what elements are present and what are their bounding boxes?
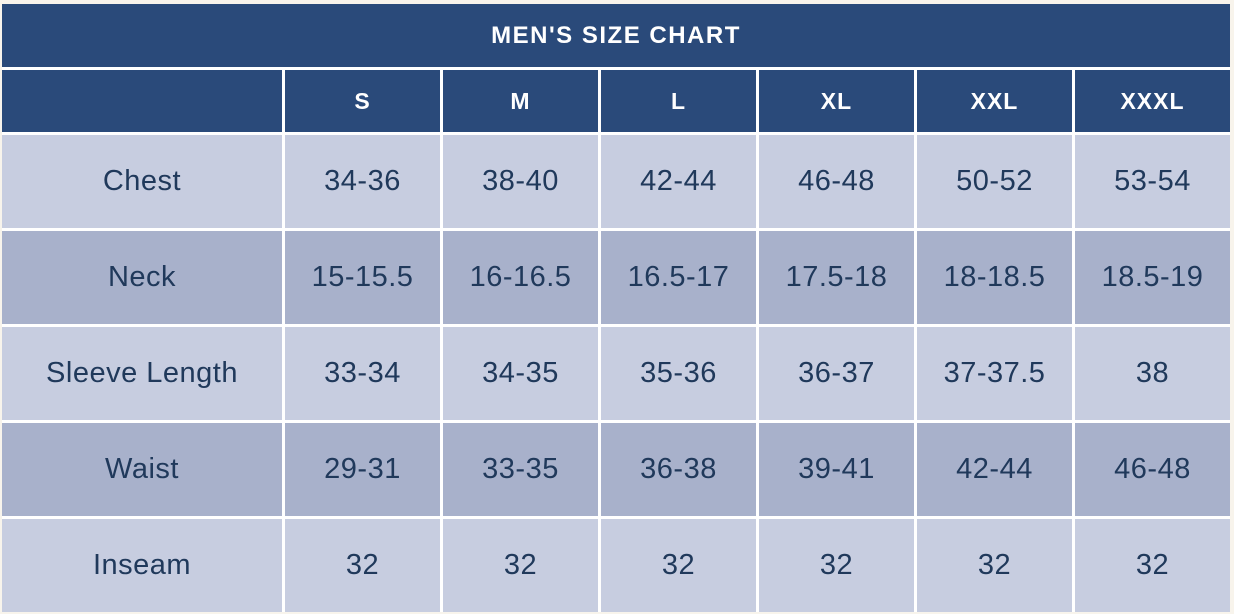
row-label-waist: Waist: [2, 423, 282, 516]
size-value-cell: 36-37: [759, 327, 914, 420]
size-value-cell: 46-48: [759, 135, 914, 228]
size-value-cell: 46-48: [1075, 423, 1230, 516]
size-value-cell: 15-15.5: [285, 231, 440, 324]
size-chart: MEN'S SIZE CHART S M L XL XXL XXXL Chest 34-36 3…: [2, 4, 1230, 612]
column-header-xxxl: XXXL: [1075, 70, 1230, 132]
size-value-cell: 35-36: [601, 327, 756, 420]
column-header-m: M: [443, 70, 598, 132]
size-value-cell: 18-18.5: [917, 231, 1072, 324]
size-value-cell: 18.5-19: [1075, 231, 1230, 324]
size-value-cell: 42-44: [917, 423, 1072, 516]
size-value-cell: 32: [1075, 519, 1230, 612]
size-value-cell: 17.5-18: [759, 231, 914, 324]
corner-cell: [2, 70, 282, 132]
size-value-cell: 33-34: [285, 327, 440, 420]
column-header-s: S: [285, 70, 440, 132]
size-value-cell: 38-40: [443, 135, 598, 228]
size-value-cell: 32: [917, 519, 1072, 612]
size-value-cell: 16-16.5: [443, 231, 598, 324]
row-label-chest: Chest: [2, 135, 282, 228]
size-value-cell: 33-35: [443, 423, 598, 516]
size-value-cell: 34-35: [443, 327, 598, 420]
size-value-cell: 42-44: [601, 135, 756, 228]
size-value-cell: 32: [285, 519, 440, 612]
column-header-l: L: [601, 70, 756, 132]
size-value-cell: 29-31: [285, 423, 440, 516]
row-label-inseam: Inseam: [2, 519, 282, 612]
size-value-cell: 32: [601, 519, 756, 612]
size-chart-table: MEN'S SIZE CHART S M L XL XXL XXXL Chest 34-36 3…: [2, 4, 1230, 612]
size-value-cell: 36-38: [601, 423, 756, 516]
row-label-neck: Neck: [2, 231, 282, 324]
size-value-cell: 50-52: [917, 135, 1072, 228]
size-value-cell: 37-37.5: [917, 327, 1072, 420]
chart-title: MEN'S SIZE CHART: [2, 4, 1230, 67]
size-value-cell: 16.5-17: [601, 231, 756, 324]
size-value-cell: 32: [443, 519, 598, 612]
size-value-cell: 32: [759, 519, 914, 612]
size-value-cell: 34-36: [285, 135, 440, 228]
size-value-cell: 38: [1075, 327, 1230, 420]
size-value-cell: 53-54: [1075, 135, 1230, 228]
column-header-xxl: XXL: [917, 70, 1072, 132]
column-header-xl: XL: [759, 70, 914, 132]
row-label-sleeve-length: Sleeve Length: [2, 327, 282, 420]
size-value-cell: 39-41: [759, 423, 914, 516]
